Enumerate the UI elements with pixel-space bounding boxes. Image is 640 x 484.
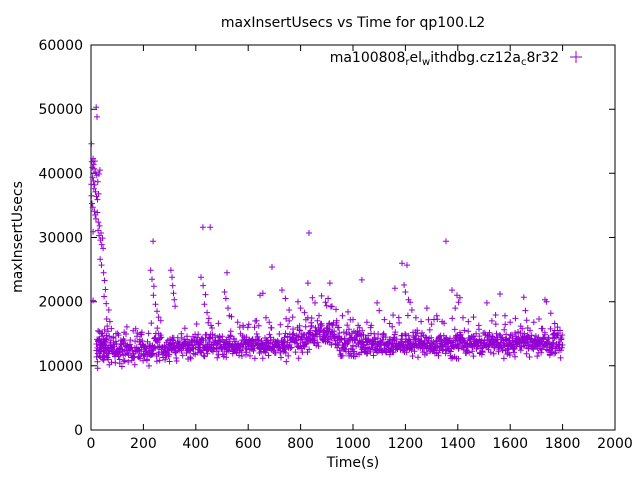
legend-text-segment: ma100808 (330, 50, 406, 66)
y-tick-labels: 0 10000 20000 30000 40000 50000 60000 (38, 38, 83, 439)
x-tick-label: 2000 (597, 436, 633, 452)
legend-subscript: w (422, 57, 430, 68)
legend-subscript: r (405, 57, 410, 68)
x-tick-labels: 0 200 400 600 800 1000 1200 1400 1600 1800 2000 (87, 436, 633, 452)
y-tick-label: 0 (74, 423, 83, 439)
x-tick-label: 200 (130, 436, 157, 452)
axis-ticks (90, 44, 616, 431)
x-axis-label: Time(s) (326, 455, 379, 471)
chart-title: maxInsertUsecs vs Time for qp100.L2 (221, 15, 485, 31)
legend-text-segment: 8r32 (527, 50, 559, 66)
y-tick-label: 40000 (38, 166, 83, 182)
x-tick-label: 1600 (492, 436, 528, 452)
x-tick-label: 1800 (545, 436, 581, 452)
scatter-plus-markers (88, 104, 566, 372)
x-tick-label: 1400 (440, 436, 476, 452)
y-axis-label: maxInsertUsecs (10, 181, 26, 293)
legend-subscript: c (521, 57, 527, 68)
legend-text-segment: ithdbg.cz12a (430, 50, 521, 66)
x-tick-label: 1000 (335, 436, 371, 452)
x-tick-label: 400 (182, 436, 209, 452)
tick-marks (90, 44, 616, 431)
legend-text-segment: el (410, 50, 423, 66)
y-tick-label: 50000 (38, 102, 83, 118)
y-tick-label: 30000 (38, 231, 83, 247)
legend: ma100808relwithdbg.cz12ac8r32 (330, 50, 582, 68)
legend-plus-marker-icon (570, 51, 582, 63)
x-tick-label: 600 (235, 436, 262, 452)
legend-label: ma100808relwithdbg.cz12ac8r32 (330, 50, 559, 68)
y-tick-label: 10000 (38, 359, 83, 375)
y-tick-label: 60000 (38, 38, 83, 54)
y-tick-label: 20000 (38, 295, 83, 311)
data-points (88, 104, 566, 372)
x-tick-label: 1200 (388, 436, 424, 452)
x-tick-label: 0 (87, 436, 96, 452)
x-tick-label: 800 (287, 436, 314, 452)
